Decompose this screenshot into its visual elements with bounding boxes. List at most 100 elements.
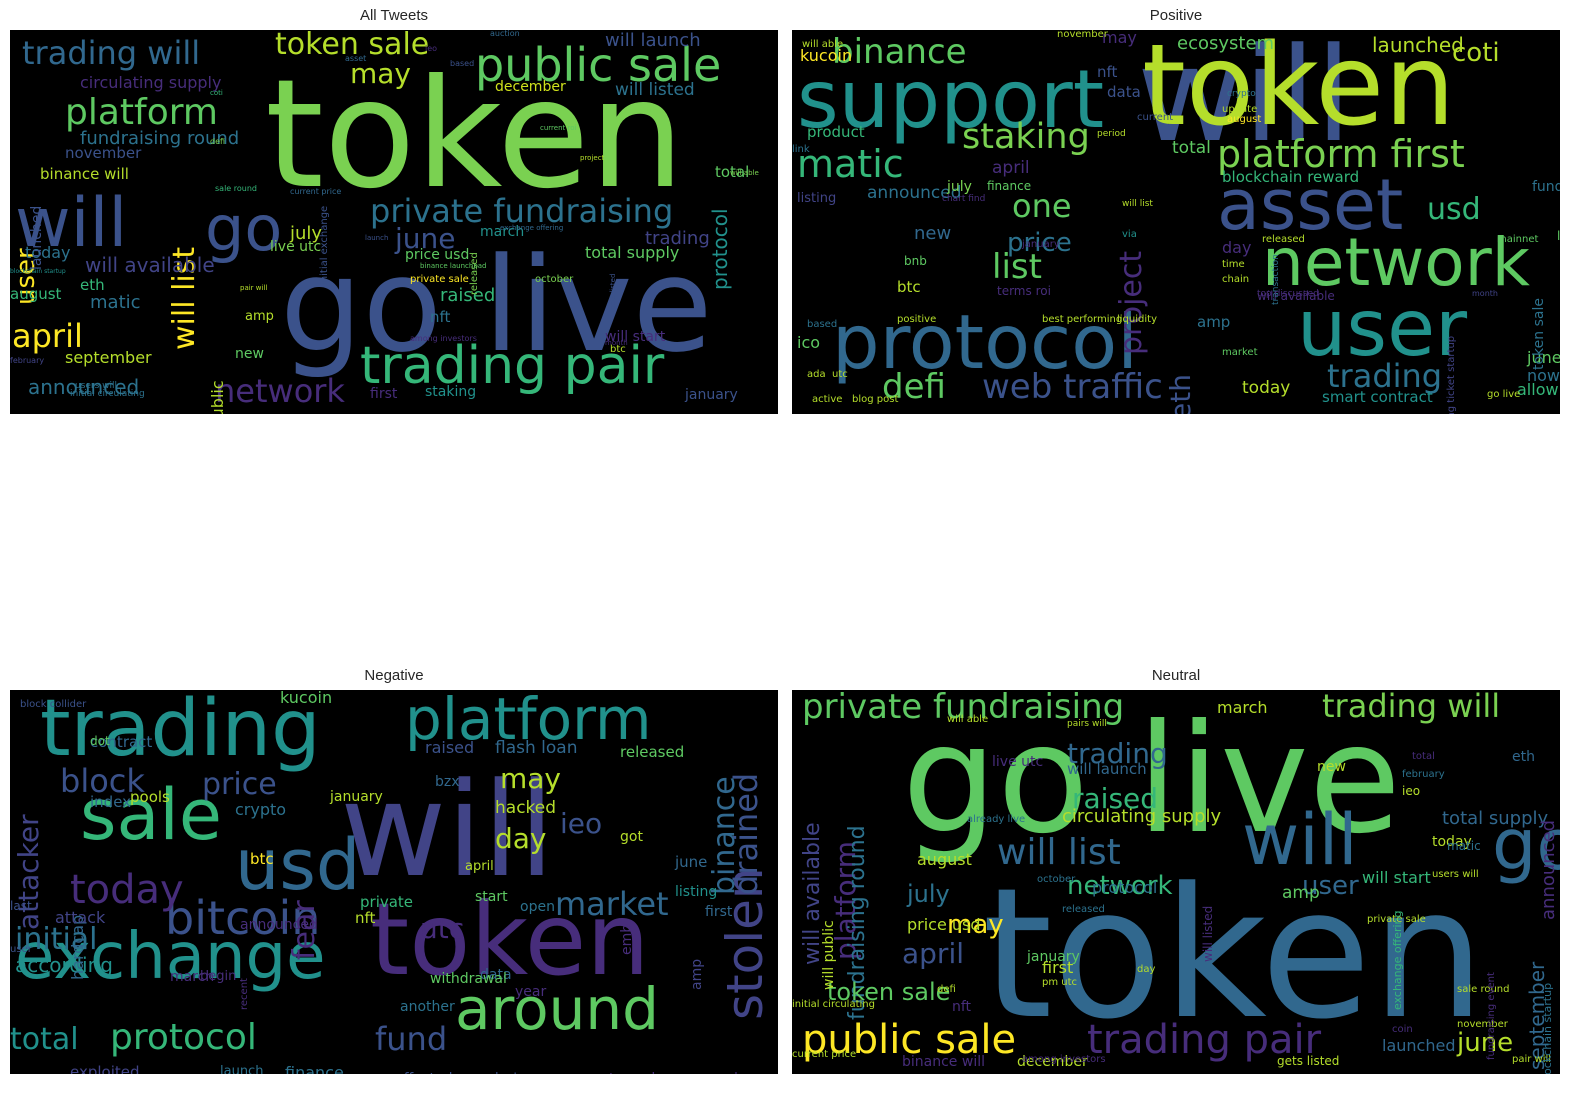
wordcloud-word: binance launchpad bbox=[420, 262, 487, 270]
wordcloud-word: around bbox=[455, 975, 659, 1043]
wordcloud-word: binance bbox=[707, 776, 742, 895]
wordcloud-word: month bbox=[1472, 289, 1498, 298]
wordcloud-word: block collider bbox=[20, 699, 87, 710]
wordcloud-word: private sale bbox=[1367, 914, 1426, 925]
wordcloud-word: january bbox=[1027, 949, 1080, 965]
wordcloud-word: round bbox=[700, 1072, 738, 1074]
wordcloud-word: token bbox=[370, 881, 650, 998]
wordcloud-word: amp bbox=[1282, 883, 1320, 903]
wordcloud-word: announced bbox=[867, 183, 962, 203]
wordcloud-word: launched bbox=[1372, 33, 1464, 57]
wordcloud-word: gets listed bbox=[609, 273, 617, 310]
wordcloud-word: announced bbox=[1538, 819, 1559, 920]
wordcloud-word: exchange offering bbox=[500, 224, 564, 232]
wordcloud-word: returned bbox=[595, 1072, 655, 1074]
wordcloud-word: hacked bbox=[495, 798, 557, 818]
wordcloud-word: price bbox=[1007, 228, 1072, 258]
wordcloud-word: based bbox=[807, 319, 838, 330]
wordcloud-word: list bbox=[992, 247, 1042, 287]
wordcloud-positive: will token support protocol asset network user… bbox=[792, 30, 1560, 414]
wordcloud-word: total bbox=[715, 163, 750, 181]
wordcloud-word: announced bbox=[28, 375, 140, 399]
wordcloud-word: blog post bbox=[852, 394, 899, 405]
wordcloud-word: october bbox=[1037, 874, 1076, 885]
wordcloud-word: users will bbox=[1432, 869, 1479, 880]
wordcloud-word: go bbox=[205, 192, 283, 265]
wordcloud-word: new bbox=[235, 346, 264, 362]
wordcloud-word: december bbox=[495, 79, 566, 95]
wordcloud-word: amp bbox=[245, 309, 274, 324]
wordcloud-word: open bbox=[520, 899, 555, 915]
wordcloud-word: sale bbox=[80, 774, 222, 856]
wordcloud-word: april bbox=[902, 937, 965, 970]
wordcloud-word: june bbox=[1457, 1028, 1514, 1058]
wordcloud-word: december bbox=[1017, 1054, 1088, 1070]
wordcloud-word: will start bbox=[605, 329, 666, 345]
wordcloud-word: dot bbox=[90, 734, 110, 748]
wordcloud-word: bnb bbox=[904, 254, 927, 268]
wordcloud-word: already live bbox=[967, 814, 1026, 825]
wordcloud-word: ieo bbox=[560, 807, 603, 840]
wordcloud-word: pm utc bbox=[1042, 977, 1078, 988]
wordcloud-word: exploited bbox=[70, 1063, 140, 1075]
wordcloud-word: emb bbox=[619, 923, 635, 955]
wordcloud-word: live utc bbox=[992, 754, 1044, 770]
wordcloud-word: will launch bbox=[1067, 760, 1147, 778]
wordcloud-word: coti bbox=[1452, 38, 1500, 68]
wordcloud-word: eth bbox=[1512, 749, 1535, 765]
wordcloud-word: trading bbox=[1327, 357, 1443, 395]
wordcloud-word: today bbox=[25, 243, 71, 262]
panel-title: Positive bbox=[1149, 7, 1203, 24]
wordcloud-word: launch bbox=[365, 234, 389, 242]
wordcloud-word: eth bbox=[80, 276, 105, 294]
wordcloud-word: trading bbox=[1067, 737, 1168, 770]
wordcloud-word: users will bbox=[75, 381, 118, 391]
wordcloud-word: will able bbox=[730, 169, 759, 177]
wordcloud-word: current roi bbox=[540, 124, 577, 132]
wordcloud-word: released bbox=[620, 743, 685, 761]
wordcloud-word: pools bbox=[130, 788, 170, 806]
wordcloud-word: first bbox=[1042, 958, 1074, 977]
wordcloud-word: will available bbox=[1257, 289, 1335, 303]
wordcloud-word: via bbox=[1122, 229, 1137, 240]
wordcloud-word: july bbox=[947, 179, 972, 195]
wordcloud-word: day bbox=[495, 822, 547, 855]
wordcloud-word: top discussed bbox=[1257, 289, 1319, 299]
wordcloud-word: may bbox=[500, 762, 562, 795]
wordcloud-word: nft bbox=[1097, 63, 1118, 81]
wordcloud-word: launched bbox=[29, 205, 45, 270]
panel-neutral: Neutral token go live will go private fundra… bbox=[792, 660, 1560, 1074]
wordcloud-word: network bbox=[215, 372, 345, 410]
wordcloud-word: based bbox=[450, 59, 475, 68]
wordcloud-word: announced bbox=[240, 917, 318, 933]
wordcloud-word: launch bbox=[220, 1064, 264, 1074]
wordcloud-word: user bbox=[10, 944, 32, 955]
wordcloud-word: ada bbox=[807, 369, 826, 380]
wordcloud-word: go live bbox=[280, 229, 713, 381]
wordcloud-word: go live bbox=[902, 693, 1402, 867]
wordcloud-word: will bbox=[1242, 799, 1358, 881]
wordcloud-word: october bbox=[535, 274, 574, 285]
wordcloud-word: user bbox=[1302, 871, 1359, 901]
wordcloud-word: terms roi bbox=[997, 284, 1051, 298]
wordcloud-word: bitcoin bbox=[165, 891, 321, 945]
wordcloud-word: month bbox=[605, 339, 628, 347]
wordcloud-word: protocol bbox=[708, 208, 732, 290]
wordcloud-word: fund bbox=[1532, 179, 1560, 195]
wordcloud-word: begin bbox=[200, 969, 237, 984]
wordcloud-word: product bbox=[807, 123, 865, 141]
wordcloud-word: one bbox=[1012, 187, 1072, 225]
wordcloud-word: new bbox=[1317, 759, 1346, 775]
wordcloud-word: project bbox=[1114, 250, 1149, 355]
wordcloud-word: defi bbox=[210, 137, 226, 146]
wordcloud-word: june bbox=[1527, 348, 1560, 367]
wordcloud-word: go bbox=[1492, 804, 1560, 886]
wordcloud-word: february bbox=[1402, 769, 1445, 780]
wordcloud-word: pair will bbox=[240, 284, 268, 292]
wordcloud-word: will start bbox=[1362, 868, 1431, 887]
wordcloud-word: pairs will bbox=[1067, 719, 1107, 729]
wordcloud-word: platform bbox=[65, 92, 218, 133]
wordcloud-word: fundraising round bbox=[80, 128, 240, 149]
wordcloud-word: token bbox=[265, 48, 685, 222]
wordcloud-word: auction bbox=[490, 30, 520, 38]
